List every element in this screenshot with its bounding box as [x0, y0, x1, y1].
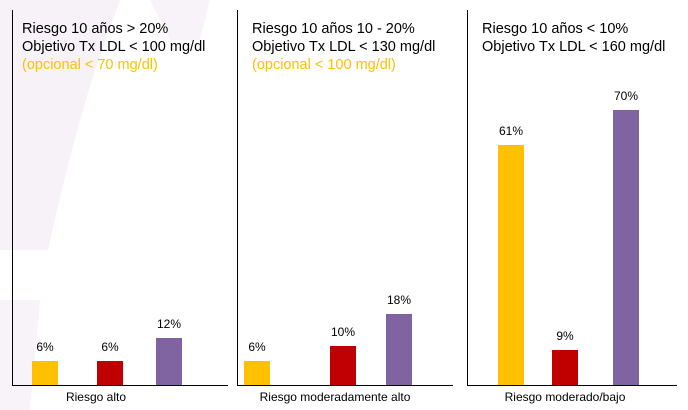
value-label: 18%	[386, 293, 412, 308]
bar-option-1	[244, 361, 270, 385]
bar-option-2	[330, 345, 356, 385]
panel-header: Riesgo 10 años < 10% Objetivo Tx LDL < 1…	[482, 20, 665, 56]
y-axis-line	[467, 10, 468, 385]
x-axis-line	[467, 385, 677, 386]
target-line: Objetivo Tx LDL < 130 mg/dl	[252, 39, 436, 55]
value-label: 9%	[556, 328, 574, 343]
value-label: 61%	[498, 124, 524, 139]
risk-line: Riesgo 10 años 10 - 20%	[252, 21, 415, 37]
bar-option-3	[156, 337, 182, 385]
bar-option-1	[32, 361, 58, 385]
y-axis-line	[12, 10, 13, 385]
value-label: 10%	[330, 324, 356, 339]
value-label: 6%	[101, 340, 119, 355]
optional-target-line: (opcional < 70 mg/dl)	[22, 57, 158, 73]
y-axis-line	[237, 10, 238, 385]
bar-option-1	[498, 145, 524, 385]
category-label: Riesgo moderadamente alto	[259, 390, 411, 404]
value-label: 6%	[248, 340, 266, 355]
target-line: Objetivo Tx LDL < 100 mg/dl	[22, 39, 206, 55]
risk-line: Riesgo 10 años > 20%	[22, 21, 169, 37]
x-axis-line	[12, 385, 228, 386]
bar-option-3	[386, 314, 412, 385]
panel-header: Riesgo 10 años 10 - 20% Objetivo Tx LDL …	[252, 20, 435, 74]
bar-option-3	[613, 109, 639, 385]
x-axis-line	[237, 385, 453, 386]
value-label: 6%	[36, 340, 54, 355]
risk-line: Riesgo 10 años < 10%	[482, 21, 629, 37]
bar-option-2	[97, 361, 123, 385]
value-label: 12%	[156, 316, 182, 331]
target-line: Objetivo Tx LDL < 160 mg/dl	[482, 39, 666, 55]
bar-option-2	[552, 349, 578, 385]
panel-header: Riesgo 10 años > 20% Objetivo Tx LDL < 1…	[22, 20, 205, 74]
value-label: 70%	[613, 88, 639, 103]
category-label: Riesgo moderado/bajo	[504, 390, 626, 404]
category-label: Riesgo alto	[65, 390, 127, 404]
optional-target-line: (opcional < 100 mg/dl)	[252, 57, 396, 73]
